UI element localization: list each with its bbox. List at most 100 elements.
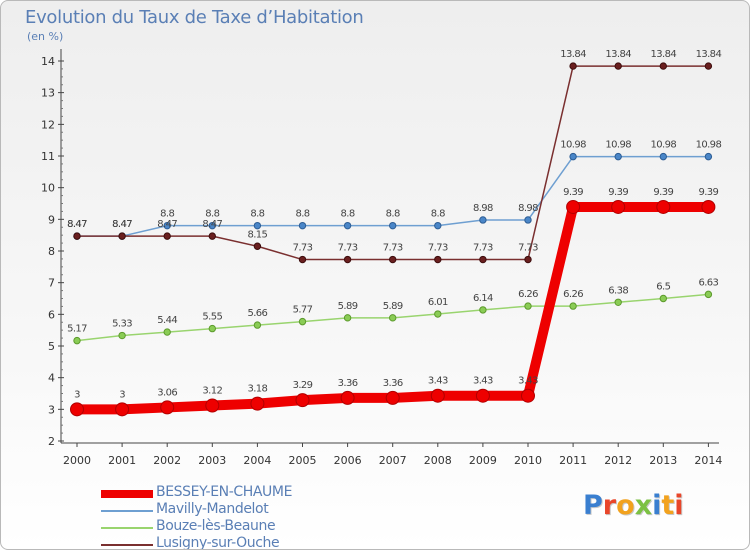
data-point [430,388,445,403]
y-tick-label: 10 [41,182,55,195]
data-point [343,255,352,264]
y-tick-label: 2 [48,435,55,448]
data-label: 5.33 [112,319,132,330]
data-point [479,255,487,264]
data-label: 8.47 [157,219,177,230]
data-label: 7.73 [383,243,403,254]
data-label: 5.17 [67,324,87,335]
data-label: 8.8 [295,209,309,220]
legend-label-bessey: BESSEY-EN-CHAUME [156,484,293,500]
data-label: 5.89 [338,301,358,312]
data-point [614,152,622,161]
data-label: 6.5 [656,282,670,293]
y-tick-label: 11 [41,150,55,163]
x-tick-label: 2013 [649,454,677,467]
legend-label-lusigny: Lusigny-sur-Ouche [156,535,280,550]
logo-letter: i [652,490,662,521]
data-label: 13.84 [650,49,676,60]
data-point [566,199,581,214]
data-label: 3.36 [338,378,358,389]
data-label: 8.8 [341,209,355,220]
data-label: 8.47 [112,219,132,230]
data-point [569,62,577,70]
data-point [704,62,713,70]
y-tick-label: 12 [41,118,55,131]
data-point [298,221,307,230]
data-label: 6.26 [563,289,583,300]
data-label: 8.47 [67,219,87,230]
data-point [340,390,355,405]
x-tick-label: 2005 [289,454,317,467]
x-tick-label: 2002 [153,454,181,467]
data-point [253,242,262,250]
data-label: 8.47 [67,219,87,230]
data-point [704,290,713,299]
x-tick-label: 2000 [63,454,91,467]
data-point [569,152,577,161]
data-point [385,390,400,405]
y-tick-label: 4 [48,372,55,385]
data-label: 10.98 [650,140,676,151]
data-point [434,310,442,318]
data-label: 8.8 [386,209,400,220]
y-unit-label: (en %) [27,30,64,43]
y-tick-label: 9 [48,213,55,226]
x-tick-label: 2012 [604,454,632,467]
logo-letter: r [602,490,617,521]
data-point [521,388,535,403]
data-point [389,314,397,322]
data-label: 8.47 [112,219,132,230]
chart-title: Evolution du Taux de Taxe d’Habitation [25,7,364,28]
data-point [611,199,626,214]
data-point [253,221,262,230]
series-line-3 [76,65,710,261]
data-label: 8.98 [518,203,538,214]
data-label: 3.43 [428,376,448,387]
legend-label-bouze: Bouze-lès-Beaune [156,518,276,534]
data-point [524,302,532,310]
data-label: 13.84 [696,49,722,60]
data-point [389,221,397,230]
x-tick-label: 2010 [514,454,542,467]
data-label: 3.36 [383,378,403,389]
legend-item-bessey: BESSEY-EN-CHAUME [101,484,361,503]
data-label: 9.39 [698,187,718,198]
x-tick-label: 2008 [424,454,452,467]
data-label: 6.38 [608,285,628,296]
data-point [208,324,217,333]
data-label: 8.8 [160,209,174,220]
data-point [659,62,667,70]
data-point [205,398,220,413]
data-label: 6.63 [698,277,718,288]
data-label: 6.26 [518,289,538,300]
data-point [163,221,171,230]
data-label: 7.73 [338,243,358,254]
data-label: 7.73 [473,243,493,254]
proxiti-logo: Proxiti [583,490,684,521]
x-tick-label: 2004 [243,454,271,467]
data-label: 8.98 [473,203,493,214]
legend-item-lusigny: Lusigny-sur-Ouche [101,535,361,550]
data-label: 7.73 [518,243,538,254]
data-label: 7.73 [428,243,448,254]
data-point [208,232,217,240]
data-point [73,232,81,240]
data-point [704,152,713,161]
logo-letter: x [634,490,653,521]
data-label: 5.89 [383,301,403,312]
data-point [614,298,622,306]
data-point [614,62,622,70]
y-tick-label: 13 [41,87,55,100]
data-label: 5.77 [293,305,313,316]
legend-item-mavilly: Mavilly-Mandelot [101,501,361,520]
data-point [298,317,307,326]
data-point [118,331,126,340]
data-point [295,393,310,408]
data-point [569,302,577,310]
y-tick-label: 14 [41,55,55,68]
data-point [659,152,667,161]
x-tick-label: 2009 [469,454,497,467]
y-tick-label: 5 [48,340,55,353]
data-label: 3.18 [247,384,267,395]
